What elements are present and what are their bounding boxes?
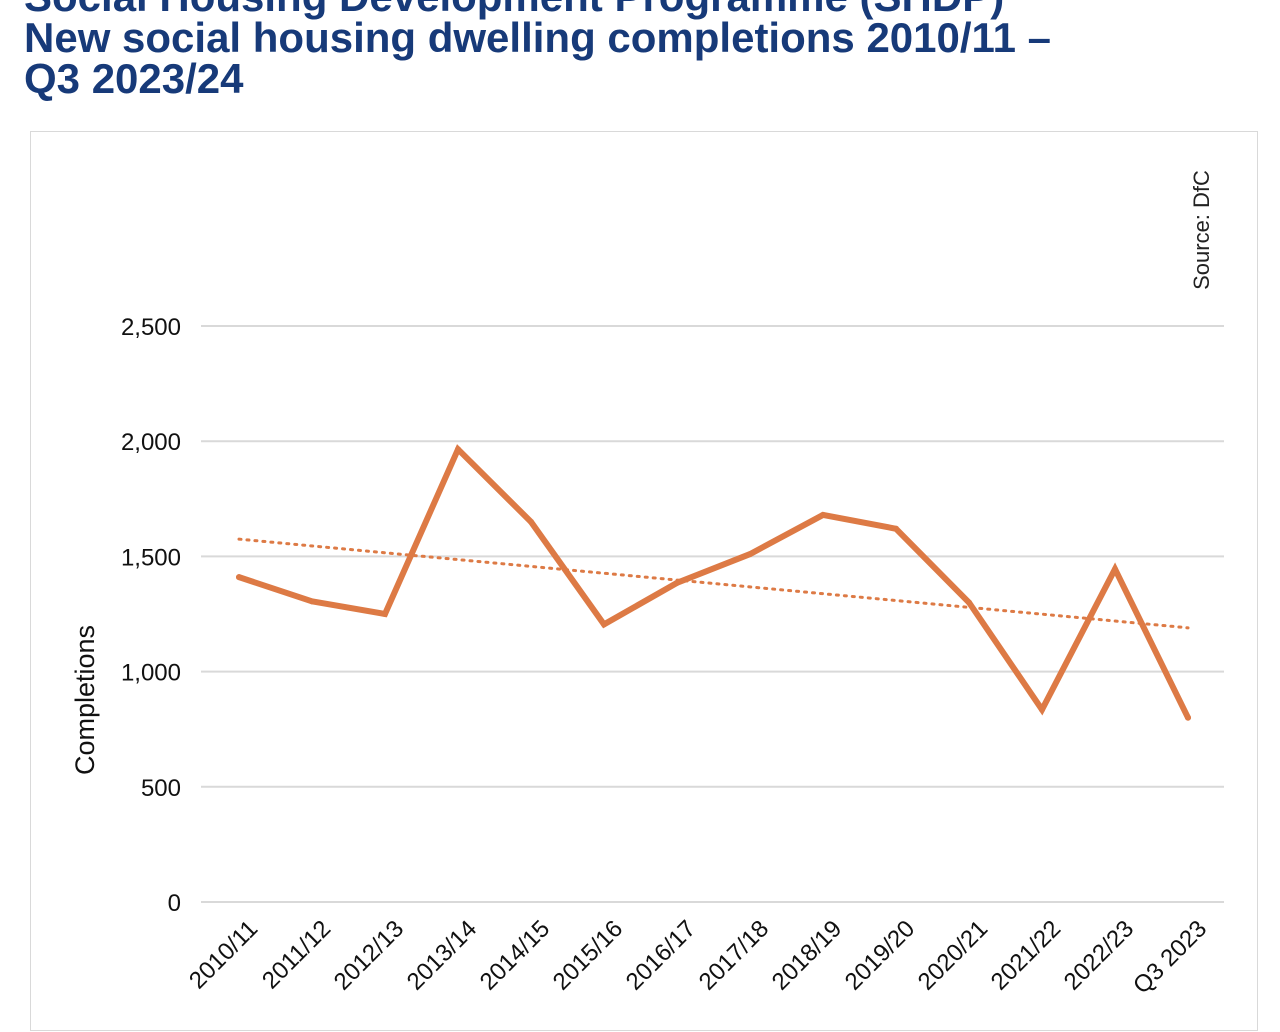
data-point <box>236 574 242 581</box>
y-tick-label: 1,000 <box>121 660 181 687</box>
y-tick-label: 1,500 <box>121 544 181 571</box>
data-point <box>455 446 461 453</box>
x-tick-label: 2010/11 <box>184 915 263 994</box>
y-tick-label: 500 <box>141 775 181 802</box>
data-point <box>382 611 388 617</box>
x-tick-label: 2014/15 <box>475 915 555 995</box>
series-line <box>236 444 1191 721</box>
y-axis-title: Completions <box>70 625 100 775</box>
x-tick-label: 2020/21 <box>913 915 993 995</box>
x-tick-label: 2018/19 <box>767 915 847 995</box>
x-tick-label: 2021/22 <box>986 915 1066 995</box>
series-layer <box>236 444 1191 721</box>
data-point <box>528 518 534 525</box>
trendline-layer <box>237 537 1190 630</box>
title-line-1: Social Housing Development Programme (SH… <box>24 0 1264 18</box>
data-point <box>747 551 753 558</box>
x-tick-label: 2019/20 <box>840 915 920 995</box>
x-tick-label: Q3 2023 <box>1128 915 1212 999</box>
y-tick-label: 2,000 <box>121 429 181 456</box>
data-point <box>601 621 607 628</box>
x-tick-label: 2013/14 <box>402 915 482 995</box>
y-axis-tick-labels: 0 500 1,000 1,500 2,000 2,500 <box>121 314 181 917</box>
x-tick-label: 2017/18 <box>694 915 774 995</box>
source-label: Source: DfC <box>1189 170 1214 290</box>
chart-panel: 0 500 1,000 1,500 2,000 2,500 2010/11 2011/12 2… <box>30 131 1258 1031</box>
x-tick-label: 2011/12 <box>257 915 336 994</box>
data-point <box>820 511 826 518</box>
y-tick-label: 2,500 <box>121 314 181 341</box>
x-tick-label: 2012/13 <box>329 915 409 995</box>
data-point <box>1112 566 1118 573</box>
x-tick-label: 2022/23 <box>1059 915 1139 995</box>
data-point <box>674 579 680 586</box>
data-point <box>1185 714 1191 721</box>
title-line-3: Q3 2023/24 <box>24 55 244 102</box>
data-point <box>893 525 899 532</box>
title-line-2: New social housing dwelling completions … <box>24 14 1051 61</box>
data-point <box>966 599 972 606</box>
data-point <box>1039 706 1045 713</box>
data-point <box>309 598 315 605</box>
gridlines <box>201 325 1224 903</box>
x-tick-label: 2015/16 <box>548 915 628 995</box>
x-axis-tick-labels: 2010/112011/122012/132013/142014/152015/… <box>184 915 1212 999</box>
trendline <box>237 537 1190 630</box>
x-tick-label: 2016/17 <box>621 915 701 995</box>
chart-title: Social Housing Development Programme (SH… <box>24 0 1264 102</box>
y-tick-label: 0 <box>168 890 181 917</box>
